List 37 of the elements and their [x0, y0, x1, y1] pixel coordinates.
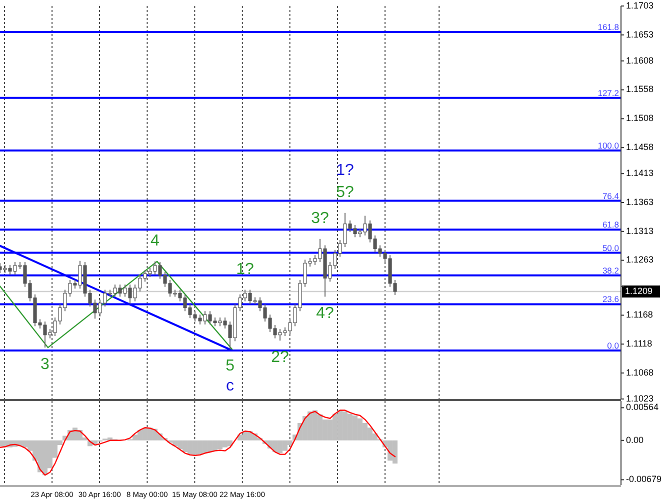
y-tick-label: 1.1653 — [626, 29, 654, 40]
annotation: 5? — [336, 184, 354, 202]
annotation: 161.8 — [598, 22, 620, 32]
y-tick-label: 1.1413 — [626, 168, 654, 178]
annotation: 1? — [236, 260, 254, 278]
ref-line-label: 1.1209 — [625, 286, 653, 296]
annotation: 2? — [271, 348, 290, 366]
annotation: c — [226, 378, 234, 395]
annotation: 61.8 — [602, 220, 620, 230]
annotation: 127.2 — [598, 88, 620, 98]
y-tick-label: 1.1508 — [626, 113, 654, 124]
annotation: 4 — [150, 232, 160, 250]
y-tick-label: 0.00564 — [626, 402, 659, 412]
annotation: 50.0 — [602, 242, 620, 253]
y-tick-label: -0.00679 — [626, 474, 662, 484]
annotation: 5 — [226, 358, 235, 375]
annotation: 1? — [336, 162, 354, 180]
y-tick-label: 1.1558 — [626, 84, 654, 94]
y-tick-label: 1.1458 — [626, 142, 654, 152]
annotation: 3? — [311, 210, 330, 228]
annotation: 4? — [316, 304, 334, 322]
y-tick-label: 1.1023 — [626, 393, 654, 404]
annotation: 23.6 — [602, 294, 620, 304]
y-tick-label: 0.00 — [626, 434, 644, 445]
y-tick-label: 1.1703 — [626, 0, 654, 10]
y-tick-label: 1.1363 — [626, 196, 654, 207]
y-tick-label: 1.1168 — [626, 310, 653, 320]
annotation: 38.2 — [602, 265, 620, 276]
y-tick-label: 1.1068 — [626, 367, 654, 378]
y-tick-label: 1.1313 — [626, 226, 654, 236]
annotation: 100.0 — [598, 140, 620, 150]
annotation: 76.4 — [602, 190, 620, 201]
annotation: 0.0 — [607, 340, 620, 350]
y-tick-label: 1.1118 — [626, 338, 652, 348]
annotation: 3 — [40, 356, 50, 373]
y-tick-label: 1.1263 — [626, 254, 654, 265]
y-tick-label: 1.1608 — [626, 55, 654, 66]
